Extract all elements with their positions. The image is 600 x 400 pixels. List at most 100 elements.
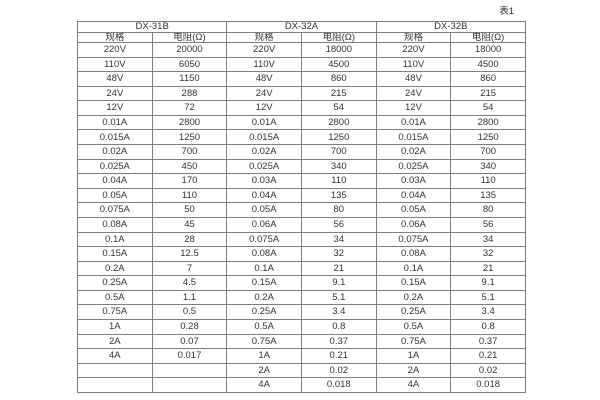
resistance-cell: 2800: [300, 114, 377, 131]
spec-cell: 0.01A: [375, 114, 452, 131]
spec-cell: 24V: [375, 85, 452, 102]
table-row: 12V 72 12V 54 12V 54: [77, 100, 526, 116]
spec-column-header: 规格: [226, 31, 302, 43]
spec-cell: 0.08A: [226, 246, 302, 262]
table-body: 220V 20000 220V 18000 220V 18000 110V 6050 110V 4…: [77, 42, 526, 393]
resistance-cell: 32: [300, 246, 377, 262]
resistance-cell: 0.37: [300, 333, 377, 350]
resistance-cell: 1150: [151, 71, 228, 87]
spec-cell: 0.25A: [77, 275, 153, 291]
spec-cell: 0.08A: [77, 216, 153, 233]
resistance-cell: 6050: [151, 56, 228, 73]
spec-cell: 0.5A: [375, 318, 452, 335]
spec-cell: 110V: [375, 56, 452, 73]
spec-cell: 0.075A: [77, 202, 153, 218]
spec-cell: 4A: [375, 377, 452, 393]
spec-cell: 0.06A: [375, 216, 452, 233]
spec-cell: 0.075A: [375, 231, 452, 248]
table-header: DX-31B DX-32A DX-32B 规格 电阻(Ω) 规格 电阻(Ω) 规格 电阻(Ω): [76, 21, 527, 43]
spec-cell: 0.04A: [375, 187, 452, 204]
table-row: 0.08A 45 0.06A 56 0.06A 56: [77, 216, 526, 233]
resistance-column-header: 电阻(Ω): [450, 31, 526, 43]
spec-cell: 1A: [226, 348, 302, 364]
table-row: 0.25A 4.5 0.15A 9.1 0.15A 9.1: [77, 275, 526, 291]
resistance-cell: 20000: [151, 42, 228, 58]
spec-cell: 48V: [375, 71, 452, 87]
table-row: 0.04A 170 0.03A 110 0.03A 110: [77, 173, 526, 189]
resistance-cell: 0.02: [300, 362, 377, 379]
resistance-cell: 860: [450, 71, 526, 87]
resistance-cell: 1250: [151, 129, 228, 146]
spec-cell: 110V: [77, 56, 153, 73]
spec-cell: 0.05A: [375, 202, 452, 218]
resistance-cell: 860: [300, 71, 377, 87]
spec-cell: 0.05A: [226, 202, 302, 218]
spec-cell: 1A: [375, 348, 452, 364]
spec-cell: 12V: [375, 100, 452, 116]
spec-cell: 1A: [77, 318, 153, 335]
spec-cell: 0.02A: [375, 144, 452, 160]
spec-cell: 2A: [226, 362, 302, 379]
spec-cell: 0.25A: [226, 304, 302, 320]
resistance-cell: 135: [300, 187, 377, 204]
resistance-cell: 80: [450, 202, 526, 218]
resistance-cell: 340: [450, 158, 526, 175]
resistance-cell: 45: [151, 216, 228, 233]
spec-cell: 0.01A: [226, 114, 302, 131]
resistance-cell: 110: [300, 173, 377, 189]
resistance-cell: 18000: [450, 42, 526, 58]
resistance-cell: 18000: [300, 42, 377, 58]
resistance-cell: 0.8: [450, 318, 526, 335]
table-row: 110V 6050 110V 4500 110V 4500: [77, 56, 526, 73]
resistance-cell: 56: [300, 216, 377, 233]
spec-cell: 0.15A: [77, 246, 153, 262]
table-row: 0.015A 1250 0.015A 1250 0.015A 1250: [77, 129, 526, 146]
resistance-cell: 110: [151, 187, 228, 204]
resistance-cell: 9.1: [450, 275, 526, 291]
table-row: 0.025A 450 0.025A 340 0.025A 340: [77, 158, 526, 175]
table-row: 2A 0.07 0.75A 0.37 0.75A 0.37: [77, 333, 526, 350]
resistance-cell: 2800: [151, 114, 228, 131]
resistance-cell: 0.02: [450, 362, 526, 379]
spec-cell: 0.015A: [375, 129, 452, 146]
spec-cell: 0.08A: [375, 246, 452, 262]
spec-cell: [77, 362, 153, 379]
spec-cell: 0.06A: [226, 216, 302, 233]
table-row: 220V 20000 220V 18000 220V 18000: [77, 42, 526, 58]
spec-cell: 0.03A: [226, 173, 302, 189]
spec-column-header: 规格: [77, 31, 153, 43]
resistance-cell: 340: [300, 158, 377, 175]
column-header-row: 规格 电阻(Ω) 规格 电阻(Ω) 规格 电阻(Ω): [77, 31, 526, 43]
spec-cell: 110V: [226, 56, 302, 73]
spec-cell: 0.015A: [77, 129, 153, 146]
resistance-cell: 5.1: [300, 289, 377, 306]
resistance-cell: 9.1: [300, 275, 377, 291]
resistance-cell: 12.5: [151, 246, 228, 262]
resistance-cell: 1250: [450, 129, 526, 146]
resistance-cell: 3.4: [450, 304, 526, 320]
table-row: 0.15A 12.5 0.08A 32 0.08A 32: [77, 246, 526, 262]
group-header-row: DX-31B DX-32A DX-32B: [76, 21, 527, 33]
table-row: 1A 0.28 0.5A 0.8 0.5A 0.8: [77, 318, 526, 335]
resistance-cell: 3.4: [300, 304, 377, 320]
resistance-cell: 0.5: [151, 304, 228, 320]
spec-cell: 0.15A: [375, 275, 452, 291]
resistance-cell: 0.018: [450, 377, 526, 393]
resistance-cell: 21: [450, 260, 526, 277]
resistance-cell: 0.21: [300, 348, 377, 364]
spec-cell: 4A: [226, 377, 302, 393]
resistance-cell: 0.37: [450, 333, 526, 350]
table-row: 0.1A 28 0.075A 34 0.075A 34: [77, 231, 526, 248]
spec-cell: 0.015A: [226, 129, 302, 146]
resistance-cell: 215: [300, 85, 377, 102]
table-row: 48V 1150 48V 860 48V 860: [77, 71, 526, 87]
resistance-cell: 0.017: [151, 348, 228, 364]
resistance-column-header: 电阻(Ω): [300, 31, 377, 43]
resistance-cell: 0.21: [450, 348, 526, 364]
spec-cell: 220V: [77, 42, 153, 58]
spec-cell: 0.15A: [226, 275, 302, 291]
spec-cell: 0.25A: [375, 304, 452, 320]
resistance-cell: 0.07: [151, 333, 228, 350]
spec-cell: 0.1A: [375, 260, 452, 277]
resistance-spec-table: DX-31B DX-32A DX-32B 规格 电阻(Ω) 规格 电阻(Ω) 规格 电阻(Ω) …: [76, 21, 527, 393]
